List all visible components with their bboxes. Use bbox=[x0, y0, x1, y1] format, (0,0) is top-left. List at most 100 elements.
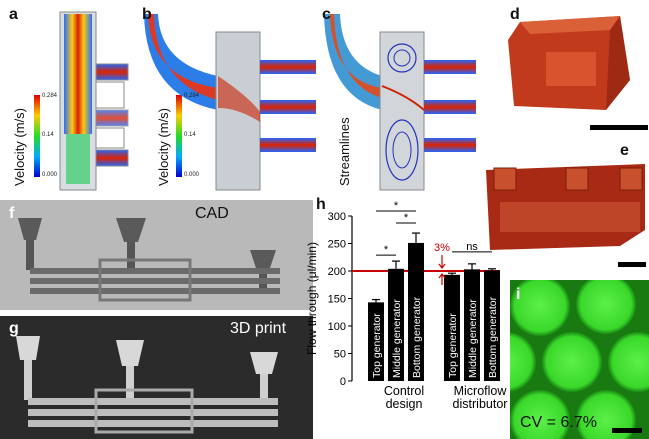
panel-label-b: b bbox=[142, 6, 152, 23]
vortex-top bbox=[387, 43, 417, 73]
bar bbox=[444, 274, 460, 381]
cad-channel-1 bbox=[30, 268, 280, 274]
panel-label-c: c bbox=[322, 6, 331, 23]
y-tick-label: 0 bbox=[340, 376, 346, 388]
block-d-top-face bbox=[520, 16, 620, 34]
print-funnel-1 bbox=[16, 336, 40, 360]
port-e-1 bbox=[493, 167, 517, 191]
print-channel-3 bbox=[28, 420, 278, 427]
colorbar-a-mid: 0.14 bbox=[42, 132, 54, 138]
velocity-field-a bbox=[64, 14, 92, 134]
velocity-axis-label-b: Velocity (m/s) bbox=[156, 107, 171, 186]
wall-a-2 bbox=[95, 127, 125, 149]
outlet-b-bottom bbox=[260, 138, 316, 152]
outlet-b-middle bbox=[260, 100, 316, 114]
print-funnel-3 bbox=[250, 352, 278, 374]
block-d-side-face bbox=[606, 16, 630, 110]
colorbar-b-mid: 0.14 bbox=[184, 132, 196, 138]
outlet-c-middle bbox=[424, 100, 476, 114]
print-stem-2 bbox=[126, 366, 134, 398]
velocity-field-a-lower bbox=[66, 134, 90, 184]
bar-category-label: Bottom generator bbox=[487, 296, 499, 378]
bar-category-label: Top generator bbox=[371, 313, 383, 378]
panel-label-i: i bbox=[516, 286, 521, 303]
colorbar-b-max: 0.284 bbox=[184, 93, 200, 99]
y-axis-title: Flow through (μl/min) bbox=[305, 242, 319, 355]
panel-label-g: g bbox=[9, 320, 19, 337]
y-tick-label: 50 bbox=[334, 349, 346, 361]
panel-h-bar-chart: 0 50 100 150 200 250 300 Flow through (μl/min) T… bbox=[305, 200, 508, 411]
cad-funnel-1 bbox=[18, 218, 42, 240]
significance-label: * bbox=[404, 212, 409, 224]
panel-b-simulation bbox=[144, 14, 316, 191]
group-label-line2: design bbox=[386, 397, 423, 411]
panel-c-streamlines bbox=[324, 14, 476, 191]
bar-category-label: Bottom generator bbox=[411, 296, 423, 378]
bar bbox=[368, 302, 384, 381]
panel-i-micrograph bbox=[510, 280, 649, 439]
velocity-axis-label-a: Velocity (m/s) bbox=[12, 107, 27, 186]
colorbar-b-min: 0.000 bbox=[184, 172, 200, 178]
port-e-2 bbox=[565, 167, 589, 191]
port-e-3 bbox=[619, 167, 643, 191]
group-label-line1: Microflow bbox=[454, 384, 508, 398]
colorbar-a bbox=[34, 95, 40, 177]
panel-label-f: f bbox=[9, 205, 15, 222]
droplet bbox=[576, 390, 636, 439]
print-channel-2 bbox=[28, 409, 278, 416]
cad-channel-3 bbox=[30, 288, 280, 294]
print-funnel-2 bbox=[116, 340, 144, 366]
panel-g-print bbox=[0, 316, 313, 439]
cad-funnel-2 bbox=[116, 218, 146, 242]
droplet bbox=[576, 280, 636, 334]
vortex-top-inner bbox=[393, 49, 411, 67]
print-stem-1 bbox=[24, 360, 32, 400]
y-tick-label: 150 bbox=[328, 294, 346, 306]
cad-stem-2 bbox=[127, 242, 135, 268]
device-e-channels bbox=[500, 202, 640, 232]
panel-d-photo bbox=[508, 16, 630, 110]
streamlines-label: Streamlines bbox=[337, 117, 352, 186]
streamline-c bbox=[381, 85, 425, 111]
vortex-bottom-inner bbox=[392, 131, 412, 169]
tolerance-arrowhead-up bbox=[438, 273, 446, 279]
group-label-line1: Control bbox=[384, 384, 424, 398]
colorbar-a-max: 0.284 bbox=[42, 93, 58, 99]
panel-f-cad bbox=[0, 200, 313, 310]
inlet-c-core bbox=[330, 14, 382, 98]
panel-a-simulation bbox=[34, 11, 129, 191]
scale-bar-i bbox=[612, 428, 642, 433]
group-label-line2: distributor bbox=[453, 397, 508, 411]
cad-stem-1 bbox=[26, 240, 34, 270]
bar-category-label: Middle generator bbox=[467, 299, 479, 378]
wall-a-1 bbox=[95, 81, 125, 109]
bar bbox=[388, 268, 404, 381]
outlet-a-bottom bbox=[95, 149, 129, 167]
significance-label: * bbox=[394, 200, 399, 212]
panel-label-h: h bbox=[316, 196, 326, 213]
droplet bbox=[542, 332, 602, 392]
bar bbox=[484, 270, 500, 381]
print-stem-3 bbox=[260, 374, 268, 402]
outlet-c-bottom bbox=[424, 138, 476, 152]
tolerance-arrowhead-down bbox=[438, 263, 446, 269]
print-channel-1 bbox=[28, 398, 278, 405]
outlet-b-top bbox=[260, 60, 316, 74]
outlet-a-middle bbox=[95, 109, 129, 127]
outlet-a-top bbox=[95, 63, 129, 81]
chamber-b-flow bbox=[218, 76, 260, 122]
bar bbox=[464, 269, 480, 381]
panel-e-photo bbox=[486, 164, 645, 250]
y-tick-label: 300 bbox=[328, 211, 346, 223]
panel-label-e: e bbox=[620, 142, 629, 159]
block-d-channels bbox=[546, 52, 596, 86]
cad-channel-2 bbox=[30, 278, 280, 284]
y-tick-label: 100 bbox=[328, 321, 346, 333]
inlet-b-core bbox=[148, 14, 218, 100]
bar-category-label: Top generator bbox=[447, 313, 459, 378]
print-label: 3D print bbox=[230, 320, 287, 337]
bar-category-label: Middle generator bbox=[391, 299, 403, 378]
panel-label-d: d bbox=[510, 6, 520, 23]
panel-label-a: a bbox=[9, 6, 18, 23]
